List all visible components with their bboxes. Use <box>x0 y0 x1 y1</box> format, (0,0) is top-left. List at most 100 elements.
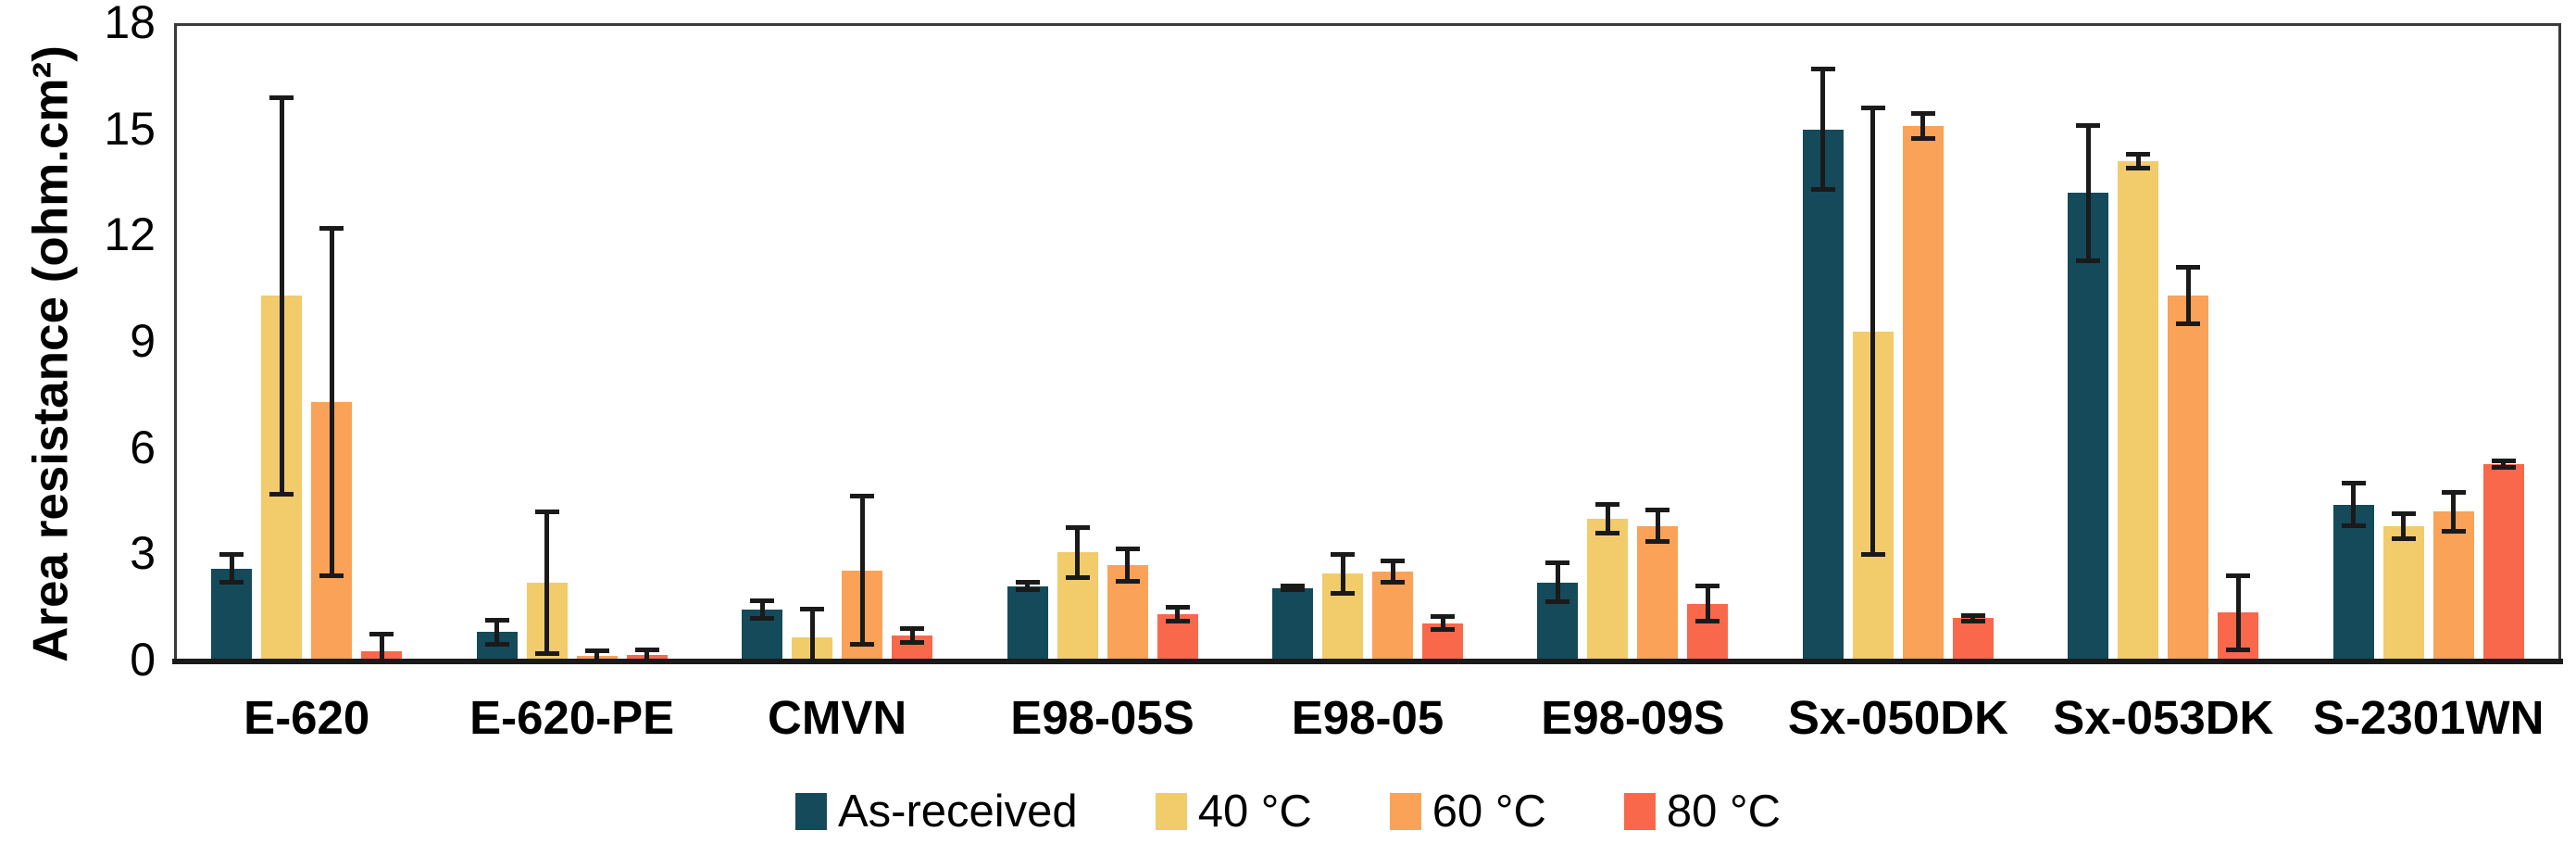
error-bar-line <box>329 228 334 576</box>
error-bar-line <box>2401 513 2407 539</box>
error-bar-line <box>279 97 284 495</box>
error-bar-line <box>909 628 915 643</box>
error-bar-cap-top <box>1331 551 1355 557</box>
error-bar-cap-top <box>1960 612 1985 618</box>
error-bar-line <box>1605 504 1610 534</box>
bar <box>2068 193 2109 661</box>
error-bar-cap-top <box>2076 123 2101 129</box>
bar <box>1637 525 1679 661</box>
legend-label: 40 °C <box>1197 787 1312 837</box>
legend-item: 80 °C <box>1623 786 1782 837</box>
error-bar-cap-top <box>484 617 509 623</box>
bar <box>1007 585 1048 661</box>
error-bar-cap-bottom <box>1381 580 1405 585</box>
error-bar-cap-top <box>1810 67 1835 72</box>
error-bar-cap-top <box>2341 481 2366 486</box>
error-bar-line <box>2235 575 2241 650</box>
error-bar-line <box>1870 107 1876 555</box>
bar <box>1272 587 1313 661</box>
y-tick-label: 3 <box>130 527 156 580</box>
error-bar-cap-bottom <box>1115 578 1140 584</box>
x-tick-label: E-620 <box>244 691 370 744</box>
error-bar-cap-top <box>1431 614 1455 620</box>
legend-label: 80 °C <box>1666 787 1782 837</box>
error-bar-line <box>1390 560 1395 583</box>
legend-swatch <box>1155 793 1187 830</box>
error-bar-cap-bottom <box>1860 551 1885 557</box>
legend-label: 60 °C <box>1432 787 1546 837</box>
legend: As-received 40 °C 60 °C 80 °C <box>794 786 1782 837</box>
error-bar-cap-bottom <box>1810 187 1835 193</box>
y-tick-label: 18 <box>104 0 156 48</box>
error-bar-cap-top <box>1695 584 1720 589</box>
x-tick-label: E-620-PE <box>469 691 675 744</box>
y-tick-label: 12 <box>104 208 156 261</box>
x-tick-label: CMVN <box>768 691 907 744</box>
error-bar-cap-bottom <box>2391 535 2416 541</box>
error-bar-cap-bottom <box>1545 599 1570 605</box>
error-bar-cap-top <box>2391 510 2416 516</box>
error-bar-line <box>2185 267 2191 324</box>
error-bar-line <box>379 634 384 661</box>
error-bar-cap-top <box>269 94 294 100</box>
error-bar-cap-top <box>2126 151 2151 157</box>
error-bar-cap-top <box>319 226 344 232</box>
error-bar-cap-top <box>1115 547 1140 552</box>
error-bar-line <box>1175 607 1181 622</box>
error-bar-cap-bottom <box>484 642 509 648</box>
error-bar-cap-top <box>1645 508 1670 513</box>
error-bar-cap-bottom <box>2176 321 2201 327</box>
bar <box>2482 463 2524 661</box>
error-bar-line <box>1970 615 1976 622</box>
x-tick-label: E98-09S <box>1541 691 1725 744</box>
error-bar-line <box>1340 554 1345 594</box>
bar <box>1952 618 1994 661</box>
x-tick-label: Sx-050DK <box>1787 691 2008 744</box>
bar <box>1802 129 1844 661</box>
error-bar-cap-bottom <box>2076 258 2101 263</box>
legend-item: 40 °C <box>1155 786 1312 837</box>
error-bar-cap-bottom <box>1695 619 1720 624</box>
error-bar-cap-top <box>634 648 659 653</box>
error-bar-cap-bottom <box>750 615 775 621</box>
error-bar-cap-bottom <box>1910 135 1935 141</box>
error-bar-cap-top <box>584 648 609 654</box>
error-bar-line <box>2351 483 2357 526</box>
error-bar-line <box>644 649 650 661</box>
bar <box>1587 519 1629 661</box>
bar <box>2432 511 2474 661</box>
error-bar-cap-top <box>534 509 559 514</box>
error-bar-line <box>229 554 234 583</box>
error-bar-cap-top <box>1910 110 1935 116</box>
error-bar-line <box>1820 69 1826 190</box>
error-bar-line <box>2085 125 2091 261</box>
error-bar-cap-top <box>1065 525 1090 531</box>
legend-item: 60 °C <box>1389 786 1546 837</box>
error-bar-cap-top <box>2226 573 2251 578</box>
x-tick-label: E98-05S <box>1010 691 1194 744</box>
error-bar-cap-bottom <box>1645 539 1670 545</box>
bar <box>2168 296 2209 661</box>
x-tick-label: Sx-053DK <box>2053 691 2274 744</box>
error-bar-cap-top <box>1281 584 1305 589</box>
error-bar-cap-top <box>2176 265 2201 271</box>
error-bar-cap-top <box>900 626 925 632</box>
error-bar-line <box>809 609 815 661</box>
error-bar-line <box>544 511 550 654</box>
error-bar-cap-bottom <box>1595 530 1620 535</box>
error-bar-line <box>1555 562 1560 602</box>
y-tick-label: 0 <box>130 634 156 686</box>
x-axis-line <box>172 659 2563 664</box>
error-bar-cap-bottom <box>2341 523 2366 529</box>
error-bar-cap-bottom <box>319 573 344 578</box>
bar <box>1902 125 1944 661</box>
x-tick-label: S-2301WN <box>2313 691 2545 744</box>
error-bar-line <box>759 600 765 619</box>
error-bar-cap-top <box>2441 489 2466 495</box>
error-bar-cap-bottom <box>1015 587 1040 593</box>
error-bar-cap-top <box>369 631 394 636</box>
error-bar-cap-bottom <box>2226 648 2251 653</box>
legend-item: As-received <box>794 786 1078 837</box>
error-bar-cap-bottom <box>1331 590 1355 596</box>
